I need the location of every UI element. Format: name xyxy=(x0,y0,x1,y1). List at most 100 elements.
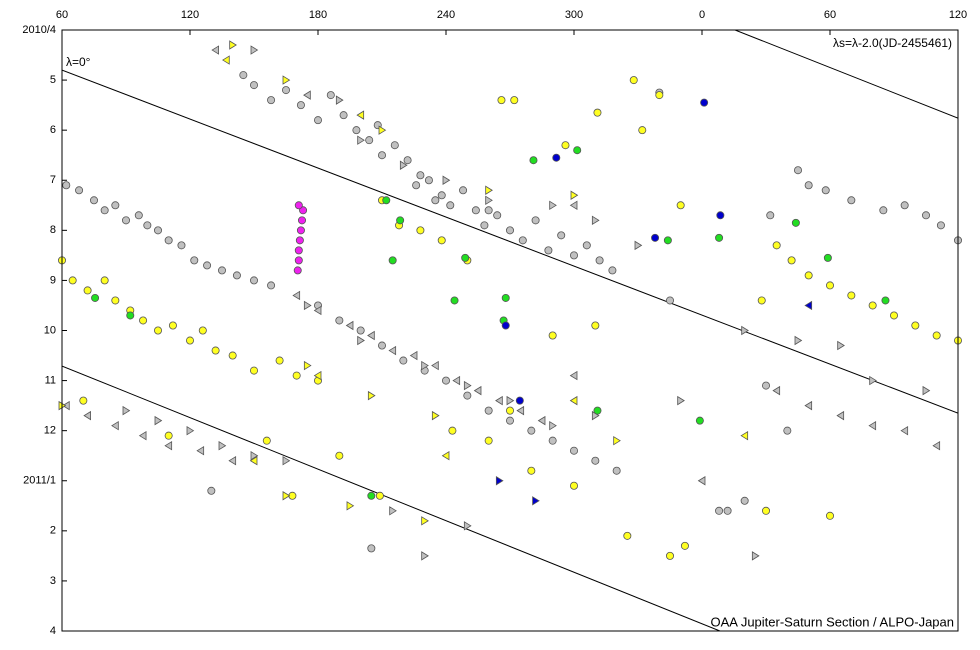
y-tick-label: 2010/4 xyxy=(22,24,56,36)
point xyxy=(591,215,600,226)
point xyxy=(613,435,621,446)
point xyxy=(772,241,781,250)
point xyxy=(804,181,813,190)
point xyxy=(249,366,258,375)
point xyxy=(299,206,308,215)
point xyxy=(461,253,470,262)
point xyxy=(164,236,173,245)
point xyxy=(922,385,931,396)
point xyxy=(335,95,344,105)
point xyxy=(463,380,472,391)
point xyxy=(900,425,909,436)
point xyxy=(548,436,557,445)
y-tick-label: 6 xyxy=(50,124,56,136)
point xyxy=(388,345,397,356)
point xyxy=(437,236,446,245)
point xyxy=(228,456,237,466)
point xyxy=(421,516,429,526)
point xyxy=(357,135,365,145)
point xyxy=(296,101,305,110)
point xyxy=(294,246,303,255)
point xyxy=(544,246,553,255)
point xyxy=(697,476,706,486)
point xyxy=(122,216,131,225)
point xyxy=(868,301,877,310)
point xyxy=(922,211,931,220)
point xyxy=(421,360,429,371)
point xyxy=(403,156,412,165)
point xyxy=(826,511,835,520)
point xyxy=(90,196,99,205)
drift-line xyxy=(62,69,958,414)
point xyxy=(868,420,877,431)
drift-line xyxy=(734,30,958,119)
point xyxy=(766,211,775,220)
point xyxy=(412,181,421,190)
point xyxy=(446,201,455,210)
point xyxy=(83,410,91,421)
point xyxy=(442,175,451,185)
point xyxy=(527,466,536,475)
x-tick-label: 60 xyxy=(824,9,836,21)
point xyxy=(847,196,856,205)
point xyxy=(292,371,301,380)
point xyxy=(267,281,276,290)
y-tick-label: 4 xyxy=(50,625,56,637)
x-tick-label: 120 xyxy=(949,9,967,21)
point xyxy=(431,360,439,371)
point xyxy=(185,336,194,345)
point xyxy=(228,351,237,360)
point xyxy=(448,426,457,435)
point xyxy=(378,125,387,135)
point xyxy=(900,201,909,210)
point xyxy=(356,326,365,335)
point xyxy=(452,375,461,386)
point xyxy=(515,396,524,405)
point xyxy=(463,391,472,400)
point xyxy=(869,375,877,386)
point xyxy=(570,446,579,455)
point xyxy=(531,216,540,225)
point xyxy=(111,420,119,431)
point xyxy=(399,356,408,365)
point xyxy=(484,436,493,445)
point xyxy=(762,381,771,390)
point xyxy=(516,405,525,416)
point xyxy=(518,236,527,245)
point xyxy=(421,551,429,561)
point xyxy=(493,211,502,220)
point xyxy=(890,311,899,320)
point xyxy=(441,376,450,385)
point xyxy=(484,406,493,415)
point xyxy=(549,200,557,211)
point xyxy=(335,451,344,460)
point xyxy=(501,321,510,330)
point xyxy=(249,276,258,285)
point xyxy=(497,96,506,105)
point xyxy=(382,196,391,205)
x-tick-label: 0 xyxy=(699,9,705,21)
point xyxy=(932,331,941,340)
point xyxy=(357,335,365,346)
point xyxy=(826,281,835,290)
point xyxy=(932,440,941,451)
point xyxy=(459,186,468,195)
point xyxy=(122,405,131,416)
point xyxy=(629,76,638,85)
point xyxy=(441,450,450,461)
point xyxy=(262,436,271,445)
point xyxy=(168,321,177,330)
point xyxy=(367,390,376,401)
point xyxy=(936,221,945,230)
point xyxy=(666,551,675,560)
point xyxy=(561,141,570,150)
point xyxy=(783,426,792,435)
point xyxy=(591,456,600,465)
point xyxy=(505,416,514,425)
point xyxy=(275,356,284,365)
point xyxy=(313,370,322,381)
points xyxy=(58,40,963,561)
point xyxy=(537,415,546,426)
point xyxy=(570,481,579,490)
point xyxy=(229,40,237,50)
